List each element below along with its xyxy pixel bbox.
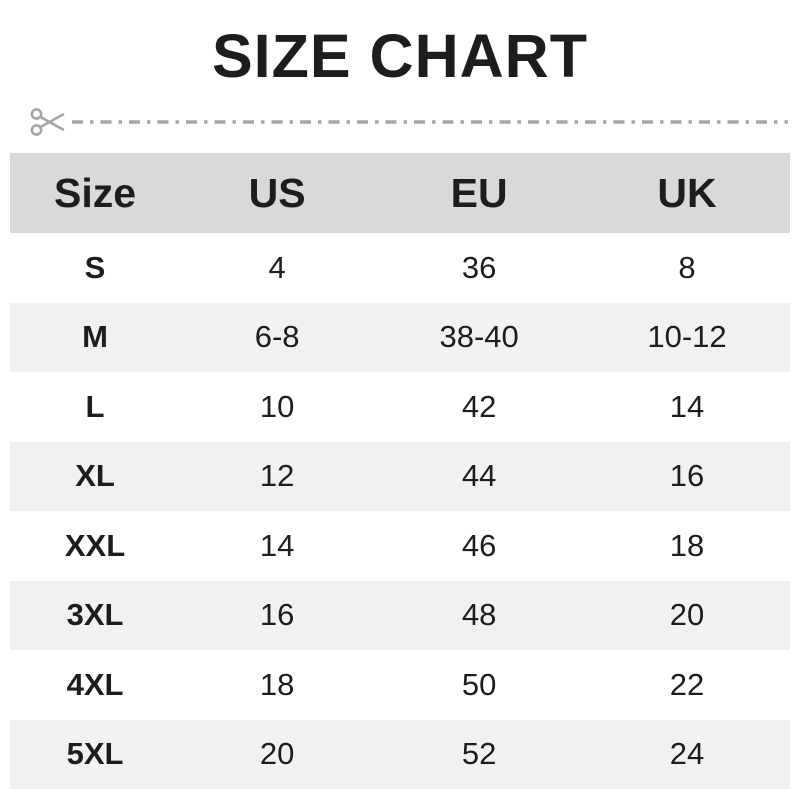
scissors-icon [30, 108, 65, 136]
uk-cell: 18 [669, 527, 705, 563]
uk-cell: 16 [669, 458, 705, 494]
size-cell: L [85, 388, 105, 424]
table-header-row: Size US EU UK [10, 153, 790, 233]
us-cell: 20 [259, 736, 295, 772]
page-title: SIZE CHART [212, 22, 588, 90]
table-row: L 10 42 14 [10, 372, 790, 442]
size-table: Size US EU UK S 4 36 8 M 6-8 38-40 10-12 L 10 42 14… [10, 153, 790, 789]
eu-cell: 46 [461, 527, 497, 563]
eu-cell: 44 [461, 458, 497, 494]
header-size: Size [53, 169, 137, 216]
cut-line [0, 103, 800, 141]
us-cell: 10 [259, 388, 295, 424]
table-row: 3XL 16 48 20 [10, 580, 790, 650]
eu-cell: 38-40 [439, 319, 519, 355]
size-cell: M [82, 319, 108, 355]
eu-cell: 42 [461, 388, 497, 424]
us-cell: 4 [268, 249, 286, 285]
eu-cell: 36 [461, 249, 497, 285]
header-us: US [248, 169, 306, 216]
table-row: M 6-8 38-40 10-12 [10, 302, 790, 372]
uk-cell: 20 [669, 597, 705, 633]
size-cell: 3XL [66, 597, 124, 633]
size-cell: XL [75, 458, 115, 494]
dashed-cut-line [72, 120, 788, 124]
table-row: XXL 14 46 18 [10, 511, 790, 581]
uk-cell: 24 [669, 736, 705, 772]
uk-cell: 22 [669, 666, 705, 702]
us-cell: 6-8 [254, 319, 300, 355]
us-cell: 16 [259, 597, 295, 633]
eu-cell: 50 [461, 666, 497, 702]
table-body: S 4 36 8 M 6-8 38-40 10-12 L 10 42 14 XL 12 44 16 XXL 14 4… [10, 233, 790, 789]
size-cell: S [84, 249, 106, 285]
table-row: S 4 36 8 [10, 233, 790, 303]
table-row: 4XL 18 50 22 [10, 650, 790, 720]
size-cell: 4XL [66, 666, 124, 702]
uk-cell: 8 [678, 249, 696, 285]
eu-cell: 52 [461, 736, 497, 772]
size-cell: 5XL [66, 736, 124, 772]
uk-cell: 10-12 [647, 319, 727, 355]
size-cell: XXL [64, 527, 126, 563]
header-eu: EU [450, 169, 508, 216]
header-uk: UK [657, 169, 717, 216]
table-row: 5XL 20 52 24 [10, 719, 790, 789]
us-cell: 12 [259, 458, 295, 494]
us-cell: 18 [259, 666, 295, 702]
table-row: XL 12 44 16 [10, 441, 790, 511]
uk-cell: 14 [669, 388, 705, 424]
us-cell: 14 [259, 527, 295, 563]
eu-cell: 48 [461, 597, 497, 633]
